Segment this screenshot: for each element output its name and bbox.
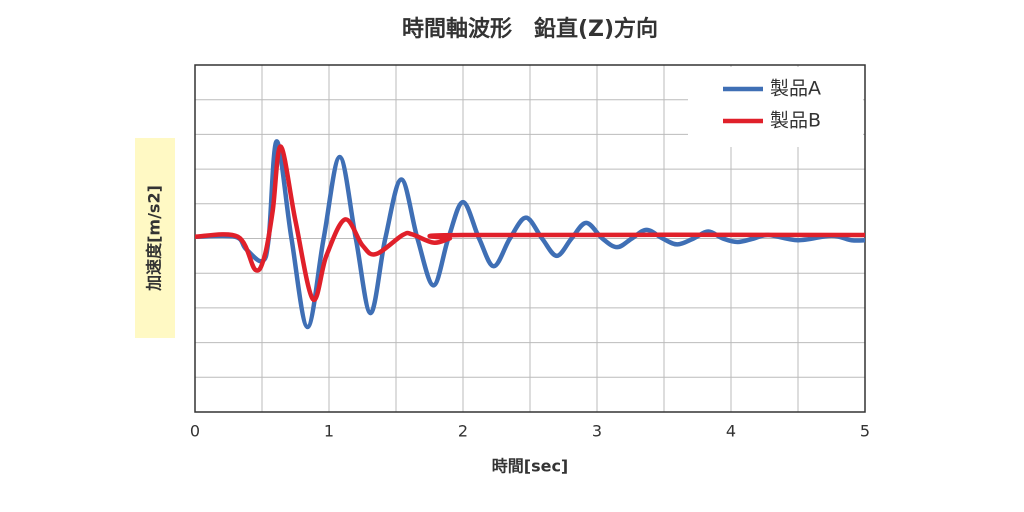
x-axis-label: 時間[sec] xyxy=(492,457,569,476)
legend-box xyxy=(688,67,863,147)
x-tick-label: 0 xyxy=(190,422,200,441)
data-line xyxy=(194,139,866,330)
x-tick-label: 4 xyxy=(726,422,736,441)
legend-label: 製品A xyxy=(770,78,821,100)
legend-label: 製品B xyxy=(770,110,821,132)
x-tick-label: 1 xyxy=(324,422,334,441)
x-tick-label: 2 xyxy=(458,422,468,441)
chart-title: 時間軸波形 鉛直(Z)方向 xyxy=(402,16,658,42)
y-axis-label: 加速度[m/s2] xyxy=(145,185,164,292)
x-tick-label: 5 xyxy=(860,422,870,441)
x-tick-label: 3 xyxy=(592,422,602,441)
y-label-box xyxy=(135,138,175,338)
data-line xyxy=(194,144,866,302)
